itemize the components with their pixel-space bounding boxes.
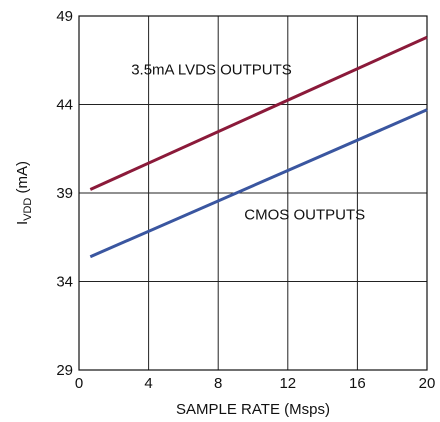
y-axis-label: IVDD (mA): [14, 161, 34, 225]
y-axis-label-main: I: [14, 221, 31, 225]
series-line: [89, 108, 428, 259]
y-tick-label: 49: [56, 8, 73, 25]
x-tick-label: 0: [75, 375, 83, 392]
x-tick-labels: 0 4 8 12 16 20: [75, 375, 436, 392]
x-tick-label: 4: [144, 375, 152, 392]
y-tick-labels: 29 34 39 44 49: [56, 8, 73, 379]
x-tick-label: 8: [214, 375, 222, 392]
y-axis-label-subscript: VDD: [22, 198, 34, 221]
y-tick-label: 44: [56, 97, 73, 114]
y-tick-label: 39: [56, 185, 73, 202]
grid: [79, 16, 427, 370]
series-layer: [89, 35, 428, 259]
annotations: 3.5mA LVDS OUTPUTS CMOS OUTPUTS: [131, 61, 365, 223]
series-line: [89, 35, 428, 191]
x-tick-label: 12: [279, 375, 296, 392]
series-annotation: 3.5mA LVDS OUTPUTS: [131, 61, 292, 78]
x-tick-label: 20: [419, 375, 436, 392]
series-annotation: CMOS OUTPUTS: [244, 207, 365, 224]
x-tick-label: 16: [349, 375, 366, 392]
y-tick-label: 34: [56, 274, 73, 291]
y-tick-label: 29: [56, 362, 73, 379]
y-axis-label-unit: (mA): [14, 161, 31, 198]
plot-frame: [78, 15, 428, 371]
x-axis-label: SAMPLE RATE (Msps): [176, 401, 330, 418]
